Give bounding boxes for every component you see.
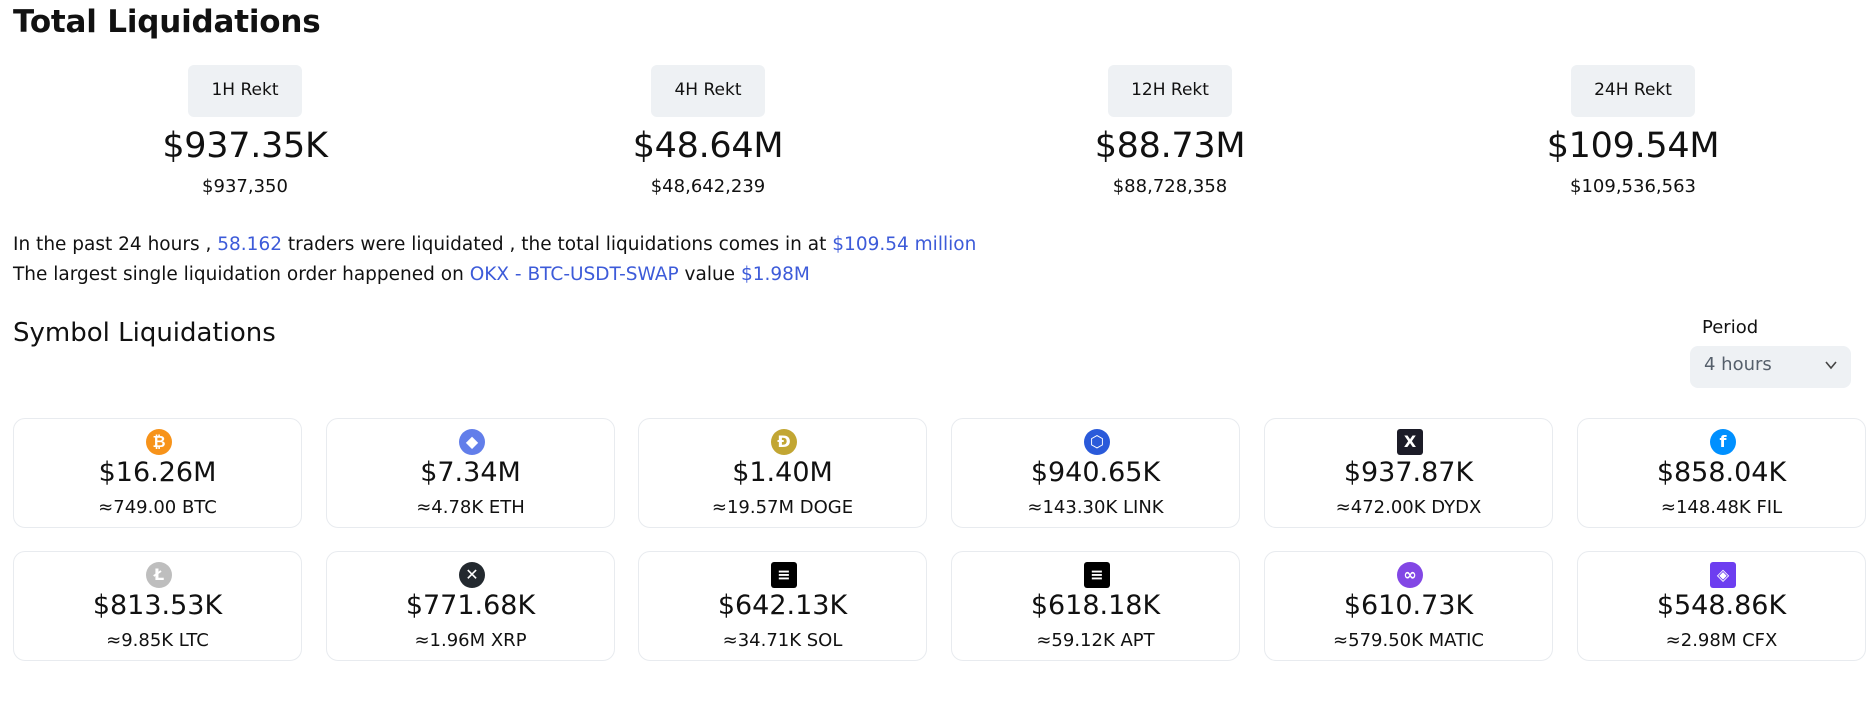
fil-icon: f — [1710, 429, 1736, 455]
ltc-icon: Ł — [146, 562, 172, 588]
symbol-value: $771.68K — [405, 590, 536, 621]
rekt-value: $937.35K — [162, 126, 328, 166]
doge-icon: Ð — [771, 429, 797, 455]
symbol-amount: ≈2.98M CFX — [1665, 630, 1778, 651]
symbol-amount: ≈19.57M DOGE — [711, 497, 854, 518]
period-label: Period — [1702, 317, 1759, 338]
summary-line-largest: The largest single liquidation order hap… — [13, 264, 810, 285]
symbol-liquidations-title: Symbol Liquidations — [13, 318, 276, 348]
period-selected: 4 hours — [1704, 354, 1772, 375]
symbol-amount: ≈143.30K LINK — [1027, 497, 1164, 518]
rekt-value: $109.54M — [1546, 126, 1720, 166]
btc-icon: ₿ — [146, 429, 172, 455]
xrp-icon: ✕ — [459, 562, 485, 588]
symbol-amount: ≈1.96M XRP — [414, 630, 527, 651]
page-title: Total Liquidations — [13, 4, 321, 40]
symbol-value: $618.18K — [1030, 590, 1161, 621]
rekt-label[interactable]: 12H Rekt — [1108, 65, 1232, 117]
link-icon: ⬡ — [1084, 429, 1110, 455]
symbol-amount: ≈472.00K DYDX — [1335, 497, 1482, 518]
rekt-value: $48.64M — [632, 126, 784, 166]
largest-order-link[interactable]: OKX - BTC-USDT-SWAP — [469, 264, 679, 285]
symbol-card[interactable]: ◆ $7.34M ≈4.78K ETH — [326, 418, 615, 528]
rekt-exact: $937,350 — [202, 176, 288, 197]
symbol-amount: ≈148.48K FIL — [1660, 497, 1783, 518]
symbol-value: $548.86K — [1656, 590, 1787, 621]
symbol-value: $940.65K — [1030, 457, 1161, 488]
traders-count: 58.162 — [217, 234, 282, 255]
symbol-value: $7.34M — [420, 457, 521, 488]
rekt-12h: 12H Rekt $88.73M $88,728,358 — [1020, 65, 1320, 198]
summary-line-traders: In the past 24 hours , 58.162 traders we… — [13, 234, 977, 255]
symbol-amount: ≈34.71K SOL — [722, 630, 843, 651]
symbol-card[interactable]: Ð $1.40M ≈19.57M DOGE — [638, 418, 927, 528]
symbol-amount: ≈9.85K LTC — [106, 630, 209, 651]
symbol-card[interactable]: ≡ $618.18K ≈59.12K APT — [951, 551, 1240, 661]
rekt-label[interactable]: 4H Rekt — [651, 65, 765, 117]
rekt-exact: $88,728,358 — [1112, 176, 1228, 197]
symbol-card[interactable]: ⬡ $940.65K ≈143.30K LINK — [951, 418, 1240, 528]
symbol-card[interactable]: ₿ $16.26M ≈749.00 BTC — [13, 418, 302, 528]
symbol-amount: ≈4.78K ETH — [416, 497, 525, 518]
rekt-4h: 4H Rekt $48.64M $48,642,239 — [558, 65, 858, 198]
matic-icon: ∞ — [1397, 562, 1423, 588]
rekt-label[interactable]: 1H Rekt — [188, 65, 302, 117]
rekt-label[interactable]: 24H Rekt — [1571, 65, 1695, 117]
symbol-value: $858.04K — [1656, 457, 1787, 488]
period-select[interactable]: 4 hours — [1690, 346, 1851, 388]
rekt-1h: 1H Rekt $937.35K $937,350 — [95, 65, 395, 198]
symbol-amount: ≈579.50K MATIC — [1333, 630, 1484, 651]
rekt-exact: $48,642,239 — [650, 176, 766, 197]
symbol-card[interactable]: X $937.87K ≈472.00K DYDX — [1264, 418, 1553, 528]
symbol-amount: ≈59.12K APT — [1036, 630, 1155, 651]
rekt-24h: 24H Rekt $109.54M $109,536,563 — [1483, 65, 1783, 198]
rekt-exact: $109,536,563 — [1570, 176, 1696, 197]
symbol-value: $937.87K — [1343, 457, 1474, 488]
symbol-card[interactable]: ✕ $771.68K ≈1.96M XRP — [326, 551, 615, 661]
symbol-value: $1.40M — [732, 457, 833, 488]
total-liquidations: $109.54 million — [832, 234, 977, 255]
symbol-card[interactable]: f $858.04K ≈148.48K FIL — [1577, 418, 1866, 528]
symbol-card[interactable]: Ł $813.53K ≈9.85K LTC — [13, 551, 302, 661]
symbol-value: $610.73K — [1343, 590, 1474, 621]
rekt-value: $88.73M — [1094, 126, 1246, 166]
largest-order-value: $1.98M — [740, 264, 810, 285]
sol-icon: ≡ — [771, 562, 797, 588]
symbol-card[interactable]: ∞ $610.73K ≈579.50K MATIC — [1264, 551, 1553, 661]
symbol-card[interactable]: ≡ $642.13K ≈34.71K SOL — [638, 551, 927, 661]
cfx-icon: ◈ — [1710, 562, 1736, 588]
dydx-icon: X — [1397, 429, 1423, 455]
chevron-down-icon — [1825, 361, 1837, 370]
symbol-amount: ≈749.00 BTC — [98, 497, 217, 518]
symbol-value: $16.26M — [98, 457, 217, 488]
symbol-card[interactable]: ◈ $548.86K ≈2.98M CFX — [1577, 551, 1866, 661]
liquidation-summary: In the past 24 hours , 58.162 traders we… — [13, 230, 976, 290]
symbol-value: $642.13K — [717, 590, 848, 621]
eth-icon: ◆ — [459, 429, 485, 455]
symbol-value: $813.53K — [92, 590, 223, 621]
apt-icon: ≡ — [1084, 562, 1110, 588]
